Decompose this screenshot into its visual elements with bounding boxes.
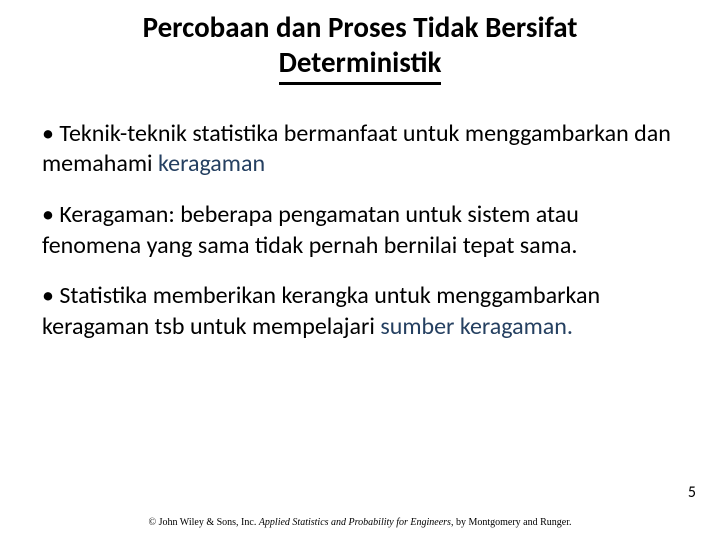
body-content: • Teknik-teknik statistika bermanfaat un… — [0, 85, 720, 343]
footer-lead: © John Wiley & Sons, Inc. — [148, 517, 258, 528]
bullet-marker: • — [42, 281, 54, 310]
bullet-text-pre: Keragaman: beberapa pengamatan untuk sis… — [42, 200, 579, 260]
bullet-text-pre: Teknik-teknik statistika bermanfaat untu… — [42, 119, 671, 179]
slide-title-container: Percobaan dan Proses Tidak Bersifat Dete… — [0, 0, 720, 85]
bullet-marker: • — [42, 119, 54, 148]
footer-book-title: Applied Statistics and Probability for E… — [259, 517, 451, 528]
bullet-text-emph: sumber keragaman. — [380, 312, 573, 341]
footer-tail: , by Montgomery and Runger. — [451, 517, 572, 528]
slide-title: Percobaan dan Proses Tidak Bersifat Dete… — [143, 10, 578, 85]
bullet-item: • Statistika memberikan kerangka untuk m… — [42, 281, 678, 342]
page-number: 5 — [688, 483, 696, 502]
footer-copyright: © John Wiley & Sons, Inc. Applied Statis… — [0, 517, 720, 528]
title-line1: Percobaan dan Proses Tidak Bersifat — [143, 9, 578, 45]
bullet-item: • Teknik-teknik statistika bermanfaat un… — [42, 119, 678, 180]
bullet-item: • Keragaman: beberapa pengamatan untuk s… — [42, 200, 678, 261]
bullet-marker: • — [42, 200, 54, 229]
title-line2: Deterministik — [279, 45, 442, 85]
bullet-text-emph: keragaman — [158, 149, 265, 178]
